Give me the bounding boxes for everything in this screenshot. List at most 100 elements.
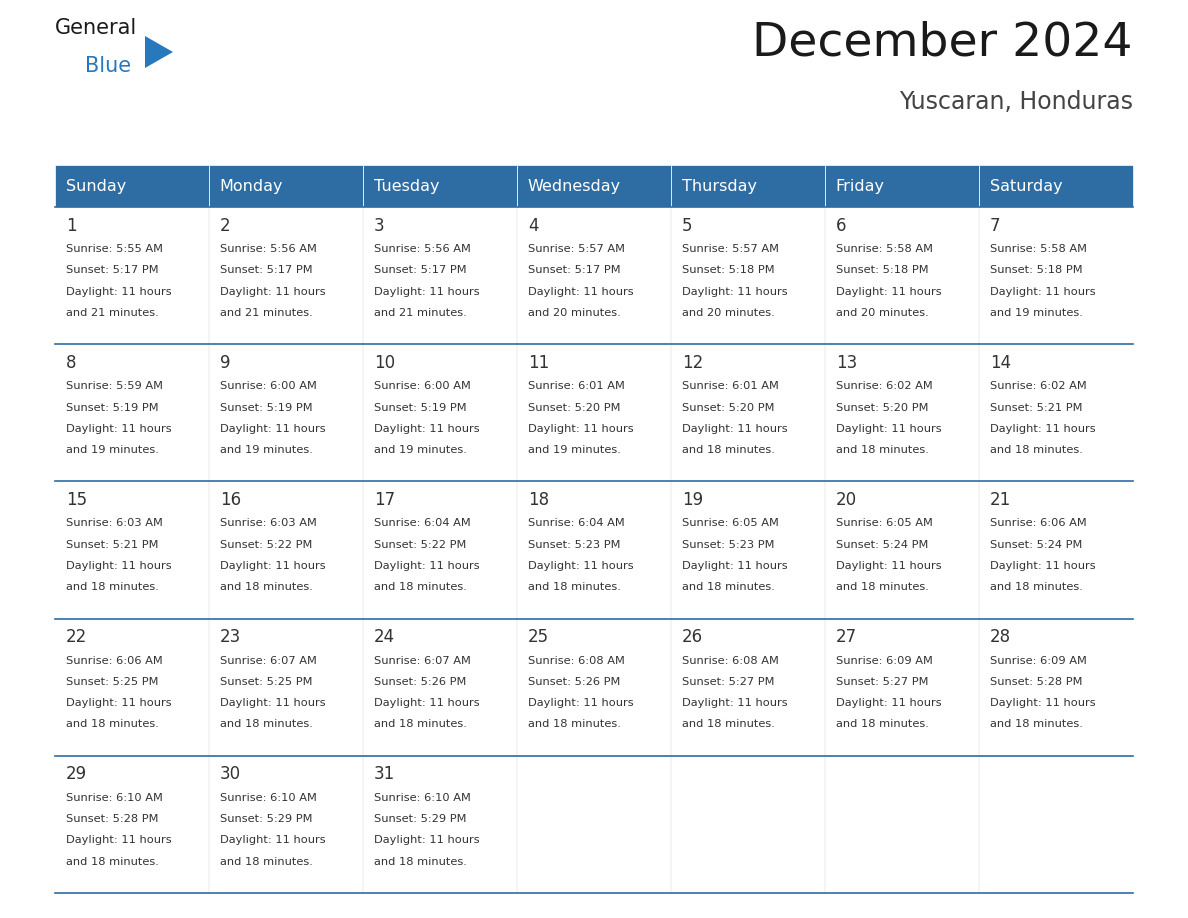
Text: Sunset: 5:29 PM: Sunset: 5:29 PM	[220, 814, 312, 824]
Text: Daylight: 11 hours: Daylight: 11 hours	[374, 286, 480, 297]
Text: Daylight: 11 hours: Daylight: 11 hours	[65, 424, 171, 434]
Text: Sunset: 5:18 PM: Sunset: 5:18 PM	[682, 265, 775, 275]
Text: Sunset: 5:19 PM: Sunset: 5:19 PM	[65, 402, 158, 412]
Text: and 19 minutes.: and 19 minutes.	[220, 445, 312, 455]
Text: and 18 minutes.: and 18 minutes.	[990, 445, 1082, 455]
Text: Sunrise: 6:01 AM: Sunrise: 6:01 AM	[682, 381, 778, 391]
Text: Daylight: 11 hours: Daylight: 11 hours	[374, 835, 480, 845]
Text: Sunrise: 6:03 AM: Sunrise: 6:03 AM	[220, 519, 317, 529]
Text: 19: 19	[682, 491, 703, 509]
Text: Sunrise: 6:08 AM: Sunrise: 6:08 AM	[682, 655, 778, 666]
Text: and 20 minutes.: and 20 minutes.	[527, 308, 620, 318]
Text: 16: 16	[220, 491, 241, 509]
Text: 18: 18	[527, 491, 549, 509]
Text: 24: 24	[374, 628, 394, 646]
Text: Sunrise: 6:04 AM: Sunrise: 6:04 AM	[527, 519, 625, 529]
Text: 6: 6	[836, 217, 846, 235]
Text: December 2024: December 2024	[752, 20, 1133, 65]
Text: 12: 12	[682, 353, 703, 372]
Text: Sunrise: 5:58 AM: Sunrise: 5:58 AM	[836, 244, 933, 254]
Text: 30: 30	[220, 766, 241, 783]
Text: and 19 minutes.: and 19 minutes.	[65, 445, 159, 455]
Text: Sunset: 5:27 PM: Sunset: 5:27 PM	[682, 677, 775, 687]
Text: and 18 minutes.: and 18 minutes.	[374, 720, 467, 730]
Text: Sunset: 5:20 PM: Sunset: 5:20 PM	[836, 402, 928, 412]
Text: Friday: Friday	[836, 178, 885, 194]
Text: Daylight: 11 hours: Daylight: 11 hours	[65, 286, 171, 297]
Text: 25: 25	[527, 628, 549, 646]
Text: Sunset: 5:28 PM: Sunset: 5:28 PM	[990, 677, 1082, 687]
Text: 5: 5	[682, 217, 693, 235]
Text: Sunrise: 5:56 AM: Sunrise: 5:56 AM	[220, 244, 317, 254]
Text: Sunrise: 6:02 AM: Sunrise: 6:02 AM	[990, 381, 1087, 391]
Text: and 18 minutes.: and 18 minutes.	[65, 856, 159, 867]
Text: Sunrise: 5:55 AM: Sunrise: 5:55 AM	[65, 244, 163, 254]
Text: Daylight: 11 hours: Daylight: 11 hours	[682, 699, 788, 708]
Text: 9: 9	[220, 353, 230, 372]
Text: Sunset: 5:25 PM: Sunset: 5:25 PM	[65, 677, 158, 687]
Text: Sunrise: 6:01 AM: Sunrise: 6:01 AM	[527, 381, 625, 391]
Text: and 18 minutes.: and 18 minutes.	[682, 720, 775, 730]
Text: Sunset: 5:29 PM: Sunset: 5:29 PM	[374, 814, 466, 824]
Text: Sunrise: 6:10 AM: Sunrise: 6:10 AM	[65, 793, 163, 803]
Text: and 18 minutes.: and 18 minutes.	[374, 856, 467, 867]
Text: 29: 29	[65, 766, 87, 783]
Bar	[517, 165, 671, 207]
Text: Sunrise: 5:57 AM: Sunrise: 5:57 AM	[682, 244, 779, 254]
Text: and 21 minutes.: and 21 minutes.	[220, 308, 312, 318]
Text: and 18 minutes.: and 18 minutes.	[527, 720, 620, 730]
Text: Sunset: 5:18 PM: Sunset: 5:18 PM	[990, 265, 1082, 275]
Text: Sunrise: 6:03 AM: Sunrise: 6:03 AM	[65, 519, 163, 529]
Text: Daylight: 11 hours: Daylight: 11 hours	[836, 286, 941, 297]
Text: Daylight: 11 hours: Daylight: 11 hours	[220, 424, 326, 434]
Text: 4: 4	[527, 217, 538, 235]
Bar	[55, 165, 209, 207]
Text: 28: 28	[990, 628, 1011, 646]
Text: Sunset: 5:17 PM: Sunset: 5:17 PM	[220, 265, 312, 275]
Text: Daylight: 11 hours: Daylight: 11 hours	[65, 699, 171, 708]
Text: 31: 31	[374, 766, 396, 783]
Text: 21: 21	[990, 491, 1011, 509]
Text: 3: 3	[374, 217, 385, 235]
Text: Sunrise: 5:58 AM: Sunrise: 5:58 AM	[990, 244, 1087, 254]
Text: and 18 minutes.: and 18 minutes.	[682, 445, 775, 455]
Text: Sunset: 5:21 PM: Sunset: 5:21 PM	[65, 540, 158, 550]
Text: Monday: Monday	[220, 178, 283, 194]
Text: 10: 10	[374, 353, 394, 372]
Text: Sunset: 5:20 PM: Sunset: 5:20 PM	[682, 402, 775, 412]
Text: Daylight: 11 hours: Daylight: 11 hours	[990, 424, 1095, 434]
Text: Sunset: 5:20 PM: Sunset: 5:20 PM	[527, 402, 620, 412]
Text: and 18 minutes.: and 18 minutes.	[527, 582, 620, 592]
Text: 7: 7	[990, 217, 1000, 235]
Text: Daylight: 11 hours: Daylight: 11 hours	[220, 561, 326, 571]
Bar	[55, 756, 1133, 893]
Text: Daylight: 11 hours: Daylight: 11 hours	[836, 561, 941, 571]
Text: Daylight: 11 hours: Daylight: 11 hours	[527, 286, 633, 297]
Text: Sunrise: 5:56 AM: Sunrise: 5:56 AM	[374, 244, 470, 254]
Text: 26: 26	[682, 628, 703, 646]
Text: 20: 20	[836, 491, 857, 509]
Text: Sunset: 5:28 PM: Sunset: 5:28 PM	[65, 814, 158, 824]
Text: Daylight: 11 hours: Daylight: 11 hours	[836, 699, 941, 708]
Text: 2: 2	[220, 217, 230, 235]
Text: Saturday: Saturday	[990, 178, 1062, 194]
Text: and 18 minutes.: and 18 minutes.	[682, 582, 775, 592]
Text: and 18 minutes.: and 18 minutes.	[836, 445, 929, 455]
Text: 17: 17	[374, 491, 394, 509]
Text: and 18 minutes.: and 18 minutes.	[220, 720, 312, 730]
Bar	[979, 165, 1133, 207]
Text: 27: 27	[836, 628, 857, 646]
Text: Tuesday: Tuesday	[374, 178, 440, 194]
Text: Daylight: 11 hours: Daylight: 11 hours	[65, 561, 171, 571]
Text: Daylight: 11 hours: Daylight: 11 hours	[220, 286, 326, 297]
Bar	[671, 165, 824, 207]
Text: and 21 minutes.: and 21 minutes.	[374, 308, 467, 318]
Text: Sunset: 5:18 PM: Sunset: 5:18 PM	[836, 265, 928, 275]
Bar	[55, 619, 1133, 756]
Bar	[55, 344, 1133, 481]
Text: Sunrise: 6:08 AM: Sunrise: 6:08 AM	[527, 655, 625, 666]
Text: Sunrise: 6:09 AM: Sunrise: 6:09 AM	[990, 655, 1087, 666]
Text: and 18 minutes.: and 18 minutes.	[220, 856, 312, 867]
Text: Sunset: 5:22 PM: Sunset: 5:22 PM	[374, 540, 466, 550]
Text: and 18 minutes.: and 18 minutes.	[836, 720, 929, 730]
